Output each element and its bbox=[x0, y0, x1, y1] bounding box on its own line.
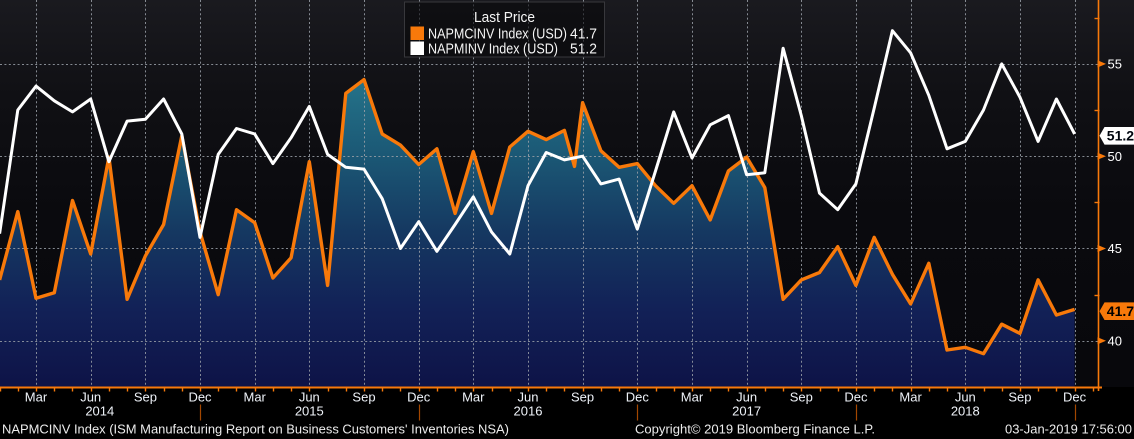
svg-text:41.7: 41.7 bbox=[570, 27, 597, 43]
svg-text:Mar: Mar bbox=[462, 390, 485, 405]
svg-text:Mar: Mar bbox=[681, 390, 704, 405]
svg-text:Mar: Mar bbox=[244, 390, 267, 405]
svg-text:55: 55 bbox=[1108, 57, 1122, 72]
svg-text:Mar: Mar bbox=[25, 390, 48, 405]
svg-text:Jun: Jun bbox=[518, 390, 539, 405]
svg-text:Sep: Sep bbox=[571, 390, 594, 405]
svg-text:NAPMCINV Index (USD): NAPMCINV Index (USD) bbox=[428, 27, 567, 43]
svg-text:03-Jan-2019 17:56:00: 03-Jan-2019 17:56:00 bbox=[1005, 422, 1132, 437]
svg-text:Jun: Jun bbox=[955, 390, 976, 405]
svg-text:Sep: Sep bbox=[790, 390, 813, 405]
svg-text:NAPMINV Index (USD): NAPMINV Index (USD) bbox=[428, 42, 558, 58]
svg-text:2017: 2017 bbox=[732, 404, 761, 419]
svg-text:Sep: Sep bbox=[134, 390, 157, 405]
svg-text:NAPMCINV Index (ISM Manufactur: NAPMCINV Index (ISM Manufacturing Report… bbox=[2, 422, 509, 437]
svg-text:51.2: 51.2 bbox=[1107, 128, 1134, 144]
svg-text:41.7: 41.7 bbox=[1107, 303, 1134, 319]
svg-text:Dec: Dec bbox=[844, 390, 868, 405]
svg-text:2014: 2014 bbox=[85, 404, 114, 419]
svg-text:Sep: Sep bbox=[1008, 390, 1031, 405]
svg-text:Jun: Jun bbox=[736, 390, 757, 405]
svg-text:Dec: Dec bbox=[407, 390, 431, 405]
svg-text:Sep: Sep bbox=[352, 390, 375, 405]
svg-text:Jun: Jun bbox=[80, 390, 101, 405]
svg-text:Jun: Jun bbox=[299, 390, 320, 405]
svg-text:Dec: Dec bbox=[1063, 390, 1087, 405]
svg-text:2018: 2018 bbox=[951, 404, 980, 419]
svg-text:51.2: 51.2 bbox=[570, 42, 597, 58]
svg-text:Mar: Mar bbox=[899, 390, 922, 405]
svg-text:2016: 2016 bbox=[514, 404, 543, 419]
svg-text:45: 45 bbox=[1108, 241, 1122, 256]
svg-text:Dec: Dec bbox=[188, 390, 212, 405]
svg-text:2015: 2015 bbox=[295, 404, 324, 419]
svg-text:Last Price: Last Price bbox=[474, 10, 535, 26]
svg-text:40: 40 bbox=[1108, 334, 1122, 349]
svg-text:Copyright© 2019 Bloomberg Fina: Copyright© 2019 Bloomberg Finance L.P. bbox=[635, 422, 875, 437]
svg-text:Dec: Dec bbox=[626, 390, 650, 405]
svg-text:50: 50 bbox=[1108, 149, 1122, 164]
